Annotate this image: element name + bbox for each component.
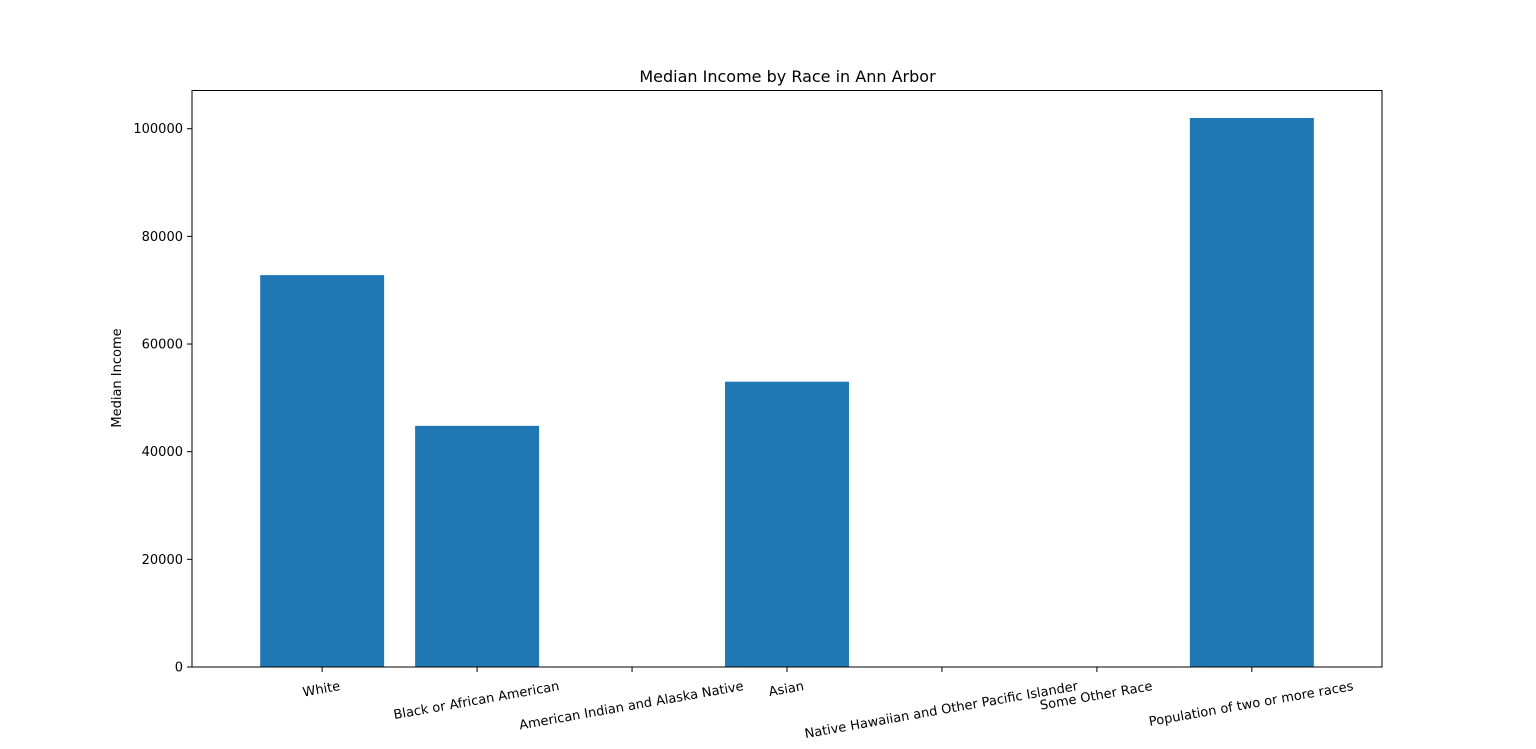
x-tick-label: Native Hawaiian and Other Pacific Island… — [804, 679, 1080, 742]
y-tick-label: 40000 — [142, 445, 183, 460]
y-tick-label: 0 — [175, 661, 183, 676]
bar-0 — [260, 275, 385, 667]
x-tick-label: White — [302, 679, 342, 700]
chart-title: Median Income by Race in Ann Arbor — [639, 67, 936, 86]
y-tick-label: 80000 — [142, 230, 183, 245]
bars-group — [260, 117, 1314, 667]
y-tick-label: 20000 — [142, 553, 183, 568]
y-axis-ticks: 0 20000 40000 60000 80000 100000 — [133, 122, 192, 676]
bar-3 — [725, 381, 849, 667]
bar-1 — [415, 425, 540, 667]
y-tick-label: 60000 — [142, 338, 183, 353]
x-tick-label: Asian — [768, 679, 806, 700]
bar-6 — [1189, 117, 1314, 667]
x-tick-label: Population of two or more races — [1148, 679, 1355, 730]
plot-area-frame — [191, 90, 1383, 668]
y-axis-label: Median Income — [110, 328, 125, 427]
y-tick-label: 100000 — [133, 122, 183, 137]
